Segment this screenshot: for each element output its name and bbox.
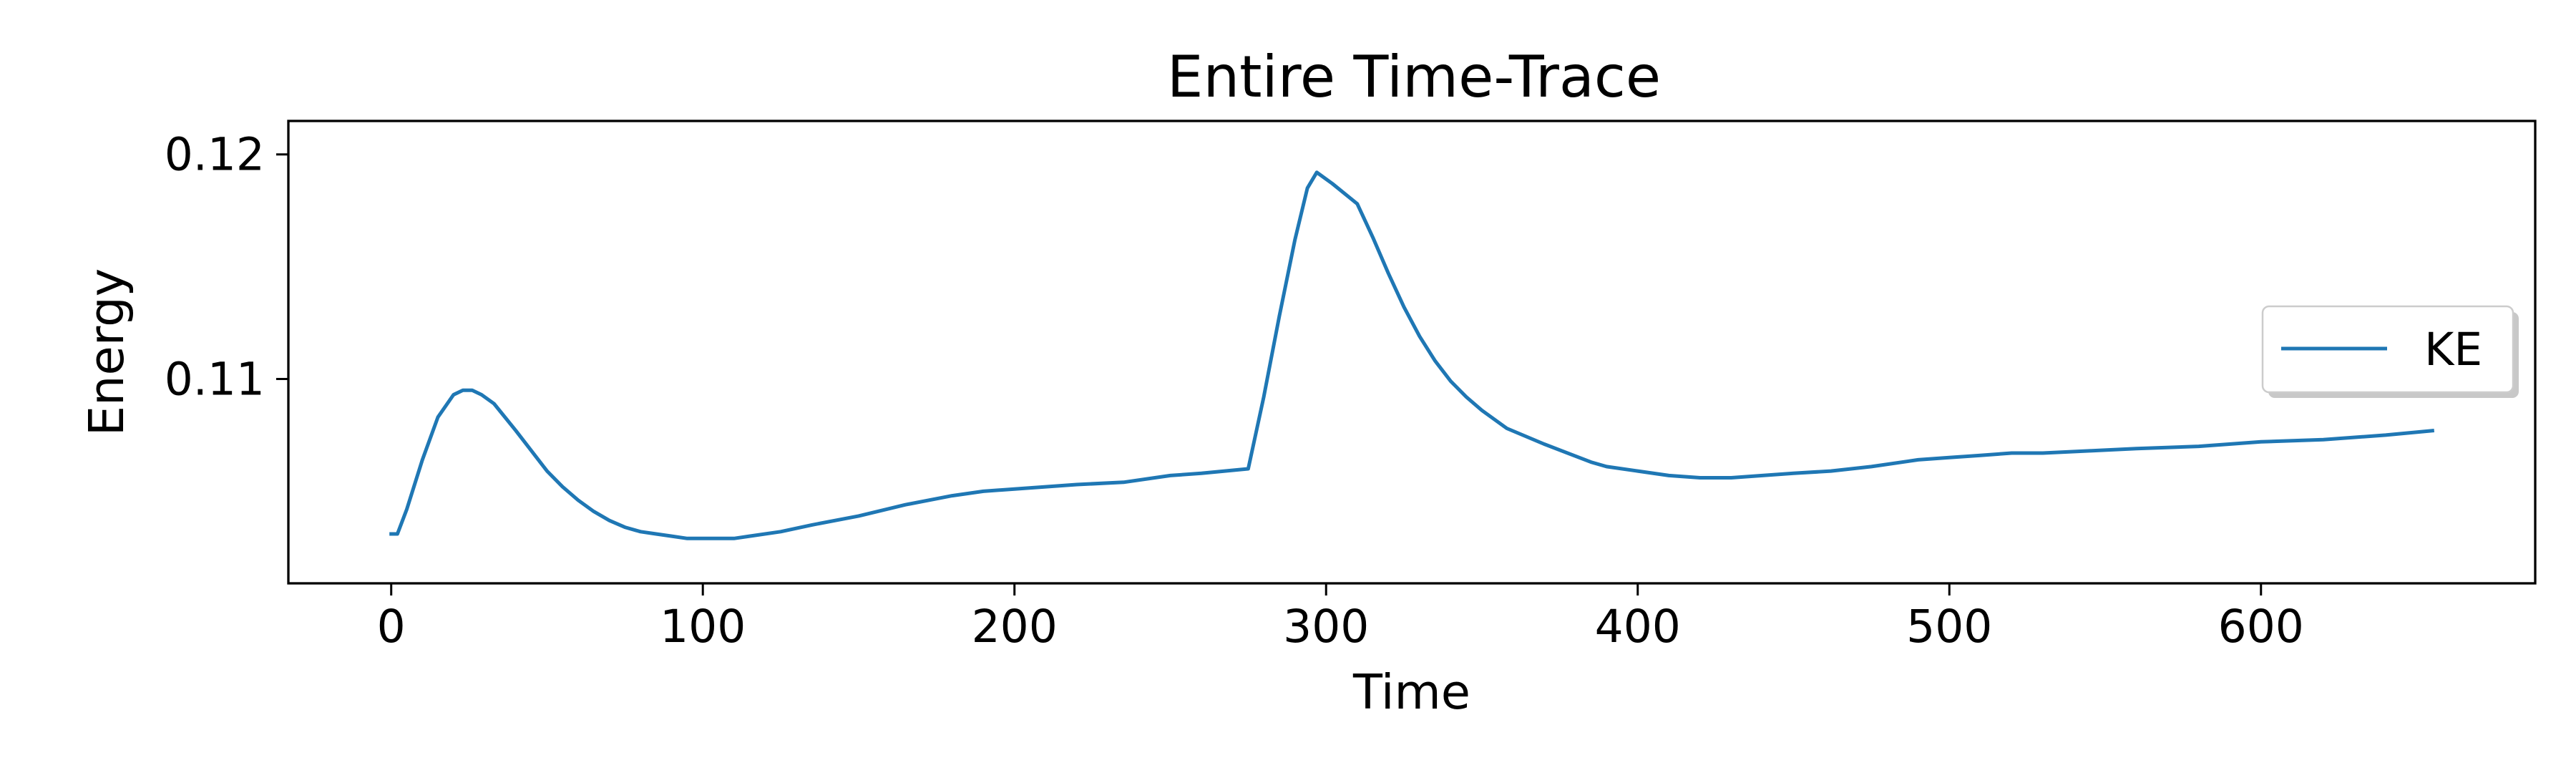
y-axis-label: Energy — [79, 268, 135, 437]
y-axis-ticks: 0.11 0.12 — [165, 129, 288, 405]
y-tick-label: 0.12 — [165, 129, 265, 181]
x-tick-label: 300 — [1283, 601, 1369, 653]
legend: KE — [2261, 305, 2519, 398]
legend-box — [2261, 305, 2514, 394]
chart-title: Entire Time-Trace — [1167, 44, 1661, 110]
plot-area-frame — [287, 120, 2537, 585]
x-axis-label: Time — [1352, 664, 1470, 720]
x-tick-label: 600 — [2218, 601, 2304, 653]
x-tick-label: 200 — [972, 601, 1058, 653]
series-line-ke — [389, 170, 2435, 540]
x-tick-label: 100 — [660, 601, 746, 653]
series-group — [389, 170, 2435, 540]
x-tick-label: 400 — [1595, 601, 1681, 653]
x-tick-label: 0 — [377, 601, 406, 653]
legend-label-ke: KE — [2424, 324, 2482, 376]
x-axis-ticks: 0 100 200 300 400 500 600 — [377, 583, 2304, 653]
y-tick-label: 0.11 — [165, 353, 265, 405]
x-tick-label: 500 — [1906, 601, 1992, 653]
